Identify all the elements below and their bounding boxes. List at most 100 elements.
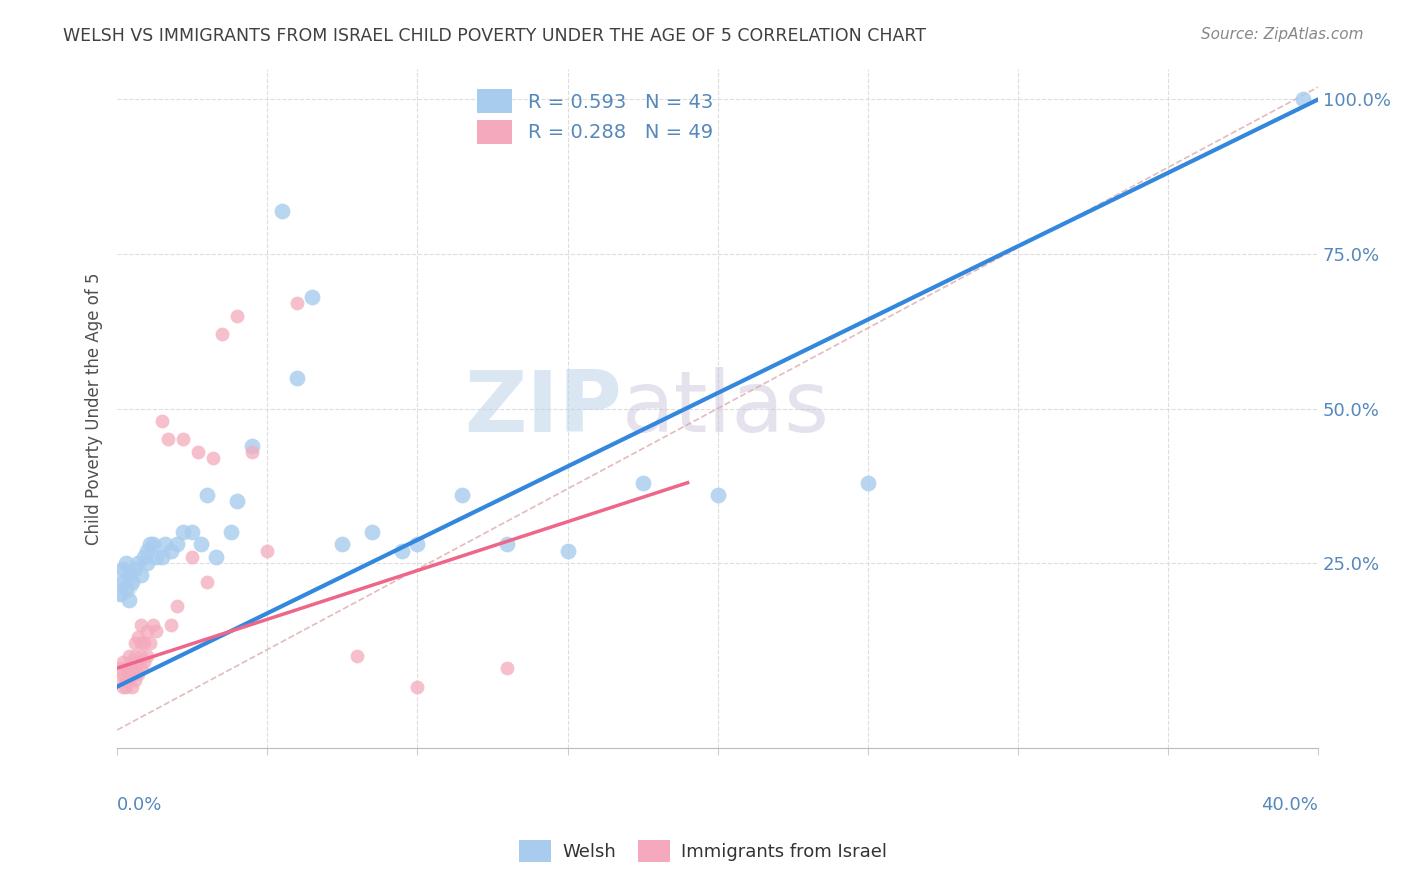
Point	[139, 636, 162, 650]
Point	[160, 618, 183, 632]
Text: 0.0%: 0.0%	[117, 796, 163, 814]
Point	[1292, 92, 1315, 106]
Point	[172, 433, 194, 447]
Point	[219, 525, 242, 540]
Point	[240, 439, 263, 453]
Point	[108, 661, 131, 675]
Point	[211, 327, 233, 342]
Point	[118, 673, 141, 688]
Point	[195, 574, 218, 589]
Point	[108, 587, 131, 601]
Point	[136, 624, 159, 638]
Text: ZIP: ZIP	[464, 367, 621, 450]
Point	[166, 599, 188, 614]
Point	[124, 648, 146, 663]
Point	[361, 525, 384, 540]
Point	[115, 673, 138, 688]
Point	[115, 661, 138, 675]
Point	[115, 680, 138, 694]
Point	[112, 574, 135, 589]
Point	[256, 543, 278, 558]
Point	[112, 667, 135, 681]
Point	[190, 537, 212, 551]
Text: Source: ZipAtlas.com: Source: ZipAtlas.com	[1201, 27, 1364, 42]
Point	[112, 655, 135, 669]
Point	[127, 667, 149, 681]
Point	[127, 630, 149, 644]
Point	[124, 636, 146, 650]
Point	[187, 444, 209, 458]
Point	[226, 494, 249, 508]
Point	[181, 549, 204, 564]
Point	[285, 370, 308, 384]
Point	[127, 556, 149, 570]
Point	[139, 537, 162, 551]
Point	[121, 655, 143, 669]
Point	[124, 562, 146, 576]
Point	[150, 414, 173, 428]
Text: atlas: atlas	[621, 367, 830, 450]
Point	[451, 488, 474, 502]
Point	[136, 648, 159, 663]
Point	[157, 433, 180, 447]
Point	[121, 574, 143, 589]
Point	[332, 537, 354, 551]
Point	[124, 673, 146, 688]
Point	[202, 450, 225, 465]
Point	[856, 475, 879, 490]
Point	[557, 543, 579, 558]
Point	[142, 618, 165, 632]
Point	[118, 661, 141, 675]
Point	[134, 636, 156, 650]
Point	[136, 556, 159, 570]
Point	[129, 636, 152, 650]
Point	[134, 549, 156, 564]
Point	[181, 525, 204, 540]
Point	[271, 203, 294, 218]
Point	[129, 648, 152, 663]
Point	[205, 549, 228, 564]
Point	[172, 525, 194, 540]
Point	[166, 537, 188, 551]
Point	[118, 568, 141, 582]
Point	[129, 618, 152, 632]
Point	[118, 593, 141, 607]
Point	[240, 444, 263, 458]
Point	[121, 667, 143, 681]
Point	[301, 290, 323, 304]
Point	[127, 655, 149, 669]
Point	[118, 648, 141, 663]
Point	[496, 661, 519, 675]
Legend: R = 0.593   N = 43, R = 0.288   N = 49: R = 0.593 N = 43, R = 0.288 N = 49	[470, 82, 720, 152]
Point	[108, 574, 131, 589]
Point	[150, 549, 173, 564]
Point	[121, 680, 143, 694]
Point	[285, 296, 308, 310]
Point	[406, 680, 429, 694]
Point	[391, 543, 413, 558]
Text: 40.0%: 40.0%	[1261, 796, 1319, 814]
Point	[108, 673, 131, 688]
Point	[496, 537, 519, 551]
Point	[112, 562, 135, 576]
Point	[706, 488, 728, 502]
Text: WELSH VS IMMIGRANTS FROM ISRAEL CHILD POVERTY UNDER THE AGE OF 5 CORRELATION CHA: WELSH VS IMMIGRANTS FROM ISRAEL CHILD PO…	[63, 27, 927, 45]
Point	[115, 556, 138, 570]
Point	[145, 624, 167, 638]
Y-axis label: Child Poverty Under the Age of 5: Child Poverty Under the Age of 5	[86, 272, 103, 545]
Legend: Welsh, Immigrants from Israel: Welsh, Immigrants from Israel	[512, 833, 894, 870]
Point	[195, 488, 218, 502]
Point	[124, 661, 146, 675]
Point	[406, 537, 429, 551]
Point	[631, 475, 654, 490]
Point	[129, 568, 152, 582]
Point	[226, 309, 249, 323]
Point	[136, 543, 159, 558]
Point	[134, 655, 156, 669]
Point	[142, 537, 165, 551]
Point	[145, 549, 167, 564]
Point	[129, 661, 152, 675]
Point	[155, 537, 177, 551]
Point	[346, 648, 368, 663]
Point	[115, 581, 138, 595]
